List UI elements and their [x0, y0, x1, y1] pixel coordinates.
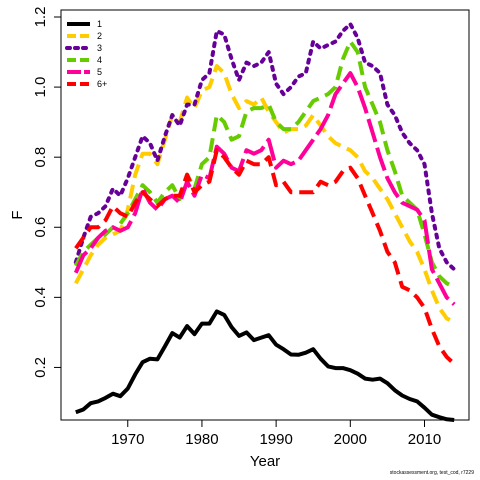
plot-frame — [60, 9, 470, 421]
x-axis-title: Year — [250, 453, 280, 470]
x-tick-label: 1970 — [111, 431, 144, 448]
y-tick-label: 1.0 — [32, 77, 49, 98]
series-layer — [73, 22, 457, 422]
legend-label: 1 — [97, 19, 102, 29]
series-line-2 — [74, 64, 456, 324]
legend-label: 5 — [97, 67, 102, 77]
x-tick-label: 1990 — [259, 431, 292, 448]
x-tick-label: 2010 — [408, 431, 441, 448]
x-axis: 1970 1980 1990 2000 2010 — [111, 420, 441, 448]
y-tick-label: 1.2 — [32, 7, 49, 28]
legend-label: 2 — [97, 31, 102, 41]
legend-label: 3 — [97, 43, 102, 53]
legend-label: 6+ — [97, 79, 107, 89]
y-axis: 0.2 0.4 0.6 0.8 1.0 1.2 — [32, 7, 61, 378]
series-line-1 — [75, 309, 455, 422]
x-tick-label: 1980 — [185, 431, 218, 448]
y-tick-label: 0.2 — [32, 357, 49, 378]
x-tick-label: 2000 — [334, 431, 367, 448]
series-line-3 — [73, 22, 457, 272]
legend-label: 4 — [97, 55, 102, 65]
footnote: stockassessment.org, test_cod, r7229 — [389, 470, 474, 476]
y-tick-label: 0.6 — [32, 217, 49, 238]
y-axis-title: F — [9, 210, 26, 219]
y-tick-label: 0.4 — [32, 287, 49, 308]
series-line-5 — [73, 71, 456, 306]
legend: 1 2 3 4 5 6+ — [65, 19, 107, 89]
y-tick-label: 0.8 — [32, 147, 49, 168]
